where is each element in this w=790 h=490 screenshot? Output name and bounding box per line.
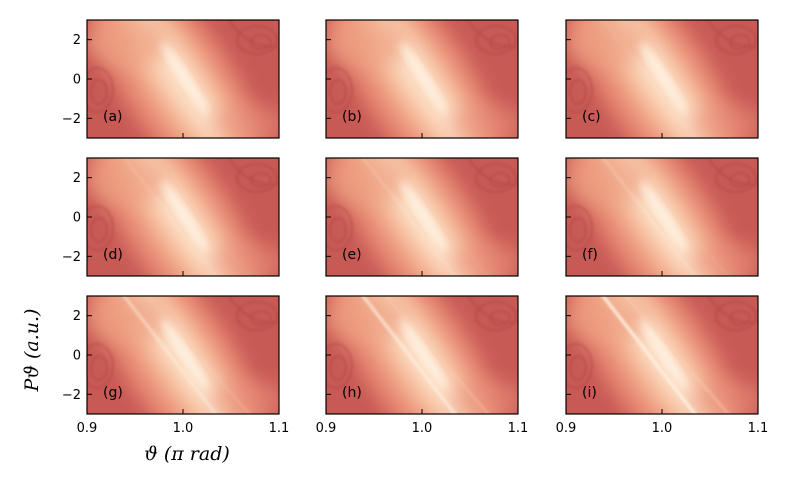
heatmap-field	[326, 296, 518, 414]
panel-label: (h)	[342, 385, 362, 401]
heatmap-field	[87, 158, 279, 276]
heatmap-field	[566, 158, 758, 276]
panel-label: (f)	[582, 247, 598, 263]
x-tick-label: 1.1	[269, 421, 290, 436]
x-axis-title: ϑ (π rad)	[144, 443, 230, 465]
y-tick-label: 0	[73, 349, 81, 364]
panel-label: (c)	[582, 109, 601, 125]
panel-h: 0.9 1.0 1.1 (h)	[316, 295, 529, 436]
x-tick-label: 0.9	[556, 421, 577, 436]
panel-c: (c)	[565, 19, 759, 139]
heatmap-field	[326, 20, 518, 138]
panel-label: (d)	[103, 247, 123, 263]
panel-label: (g)	[103, 385, 123, 401]
panel-i: 0.9 1.0 1.1 (i)	[556, 295, 769, 436]
heatmap-field	[87, 20, 279, 138]
y-tick-label: −2	[62, 112, 81, 127]
x-tick-label: 0.9	[77, 421, 98, 436]
panel-f: (f)	[565, 157, 759, 277]
x-tick-label: 1.0	[173, 421, 194, 436]
panel-e: (e)	[325, 157, 519, 277]
axis-titles: ϑ (π rad) Pϑ (a.u.)	[21, 309, 230, 465]
heatmap-field	[566, 20, 758, 138]
panel-label: (a)	[103, 109, 123, 125]
panel-label: (b)	[342, 109, 362, 125]
y-tick-label: 2	[73, 309, 81, 324]
heatmap-field	[87, 296, 279, 414]
y-axis-title: Pϑ (a.u.)	[21, 309, 43, 393]
heatmap-field	[566, 296, 758, 414]
panel-label: (e)	[342, 247, 362, 263]
y-tick-label: −2	[62, 388, 81, 403]
x-tick-label: 1.0	[652, 421, 673, 436]
y-tick-label: 0	[73, 73, 81, 88]
panel-a: 2 0 −2 (a)	[62, 19, 280, 139]
heatmap-field	[326, 158, 518, 276]
x-tick-label: 1.0	[412, 421, 433, 436]
panel-b: (b)	[325, 19, 519, 139]
x-tick-label: 0.9	[316, 421, 337, 436]
x-tick-label: 1.1	[748, 421, 769, 436]
x-tick-label: 1.1	[508, 421, 529, 436]
panel-d: 2 0 −2 (d)	[62, 157, 280, 277]
y-tick-label: 2	[73, 33, 81, 48]
panel-grid: 2 0 −2 (a) (b) (c) 2 0 −2 (d) (e) (f) 0.9 1.0 1.1 2 0 −2 (…	[62, 19, 769, 436]
panel-g: 0.9 1.0 1.1 2 0 −2 (g)	[62, 295, 290, 436]
panel-label: (i)	[582, 385, 597, 401]
y-tick-label: 2	[73, 171, 81, 186]
y-tick-label: −2	[62, 250, 81, 265]
y-tick-label: 0	[73, 211, 81, 226]
